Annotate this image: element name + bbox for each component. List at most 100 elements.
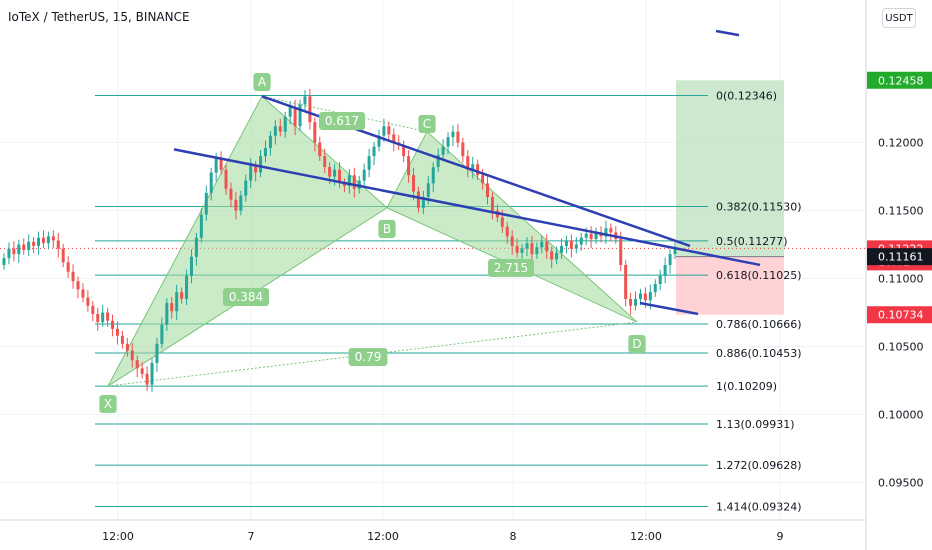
candle-body — [209, 172, 213, 193]
candle-body — [41, 237, 45, 244]
candle-body — [540, 241, 544, 248]
candle-body — [416, 191, 420, 208]
candle-body — [382, 126, 386, 136]
fib-level-label: 0.786(0.10666) — [716, 318, 802, 331]
candle-body — [584, 233, 588, 238]
candle-body — [342, 183, 346, 187]
candle-body — [268, 135, 272, 148]
candle-body — [27, 241, 31, 250]
candle-body — [155, 343, 159, 363]
price-tick-label: 0.09500 — [878, 477, 924, 490]
candle-body — [333, 169, 337, 177]
candle-body — [515, 245, 519, 253]
fib-level-label: 1.13(0.09931) — [716, 418, 795, 431]
candle-body — [61, 248, 65, 263]
candle-body — [466, 156, 470, 170]
candle-body — [318, 142, 322, 157]
candle-body — [431, 167, 435, 184]
candle-body — [486, 183, 490, 197]
candle-body — [589, 233, 593, 240]
candle-body — [471, 164, 475, 170]
candle-body — [130, 350, 134, 361]
candle-body — [569, 240, 573, 249]
harmonic-pattern — [106, 95, 638, 388]
candle-body — [579, 237, 583, 245]
candle-body — [263, 147, 267, 157]
candle-body — [46, 236, 50, 244]
candle-body — [101, 312, 105, 323]
candle-body — [244, 180, 248, 196]
price-tick-label: 0.10500 — [878, 341, 924, 354]
candle-body — [303, 96, 307, 105]
price-tick-label: 0.11500 — [878, 205, 924, 218]
trend-line-extra — [715, 29, 740, 37]
candle-body — [12, 248, 16, 255]
candle-body — [91, 305, 95, 314]
candle-body — [86, 297, 90, 306]
fib-level-label: 0.382(0.11530) — [716, 200, 802, 213]
point-c-label: C — [423, 117, 431, 131]
candle-body — [234, 199, 238, 211]
candle-body — [204, 192, 208, 215]
candle-body — [530, 243, 534, 255]
candle-body — [189, 256, 193, 276]
time-tick-label: 7 — [248, 530, 255, 543]
candle-body — [160, 324, 164, 344]
candles — [2, 88, 677, 393]
price-badge-red — [867, 306, 932, 324]
candle-body — [624, 264, 628, 299]
candle-body — [476, 164, 480, 176]
candle-body — [17, 244, 21, 255]
point-d-label-bg — [628, 335, 646, 353]
candle-body — [407, 156, 411, 176]
time-tick-label: 12:00 — [367, 530, 399, 543]
pattern-labels: X A B C D 0.617 0.384 2.715 0.79 — [99, 73, 646, 413]
candle-body — [254, 165, 258, 173]
candle-body — [323, 156, 327, 168]
fib-level-label: 0.886(0.10453) — [716, 347, 802, 360]
channel-middle — [173, 148, 761, 267]
candle-body — [545, 241, 549, 252]
candle-body — [441, 146, 445, 155]
candle-body — [451, 131, 455, 138]
candle-body — [229, 188, 233, 200]
candle-body — [387, 126, 391, 135]
candle-body — [604, 228, 608, 237]
point-x-label: X — [104, 397, 112, 411]
price-badge-green — [867, 71, 932, 89]
target-zone — [676, 80, 784, 257]
candle-body — [564, 240, 568, 246]
candle-body — [328, 167, 332, 177]
chart-title: IoTeX / TetherUS, 15, BINANCE — [8, 10, 190, 24]
candle-body — [436, 154, 440, 168]
channel-lower — [639, 301, 699, 316]
candle-body — [111, 320, 115, 329]
candle-body — [293, 107, 297, 127]
candle-body — [120, 335, 124, 344]
candle-body — [481, 175, 485, 184]
currency-button[interactable]: USDT — [882, 8, 916, 28]
candle-body — [461, 142, 465, 157]
fib-retracement: 0(0.12346) 0.382(0.11530) 0.5(0.11277) 0.61… — [0, 90, 866, 514]
candle-body — [347, 175, 351, 187]
point-b-label-bg — [378, 220, 396, 238]
candle-body — [377, 135, 381, 147]
candle-body — [125, 343, 129, 351]
price-tick-label: 0.10000 — [878, 409, 924, 422]
candle-body — [338, 169, 341, 184]
fib-level-label: 0.618(0.11025) — [716, 269, 802, 282]
candle-body — [550, 251, 554, 260]
candle-body — [505, 226, 509, 237]
point-a-label: A — [258, 75, 267, 89]
candle-body — [594, 232, 598, 240]
candle-body — [560, 245, 564, 253]
ratio-xd-label-bg — [348, 348, 388, 366]
candle-body — [638, 293, 642, 299]
candle-body — [555, 252, 559, 260]
candle-body — [170, 303, 174, 312]
candle-body — [273, 126, 277, 136]
candle-body — [574, 244, 578, 249]
candle-body — [175, 292, 179, 312]
price-badge-dark — [867, 248, 932, 266]
